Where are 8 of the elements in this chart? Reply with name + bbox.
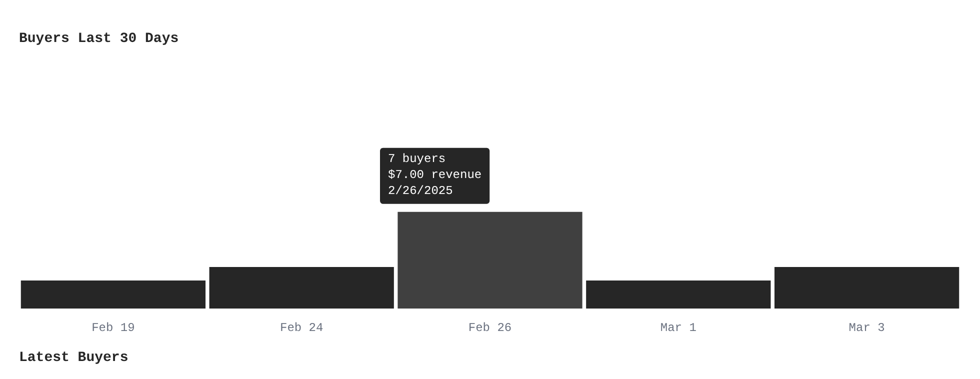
x-tick-label: Mar 3: [848, 320, 885, 335]
x-tick-label: Feb 26: [468, 320, 512, 335]
chart-title: Buyers Last 30 Days: [19, 31, 179, 47]
annotation: 7 buyers $7.00 revenue 2/26/2025: [388, 152, 482, 198]
x-tick-label: Feb 19: [92, 320, 135, 335]
text: Latest Buyers: [19, 350, 128, 366]
x-tick-label: Mar 1: [660, 320, 696, 335]
x-tick-label: Feb 24: [280, 320, 324, 335]
